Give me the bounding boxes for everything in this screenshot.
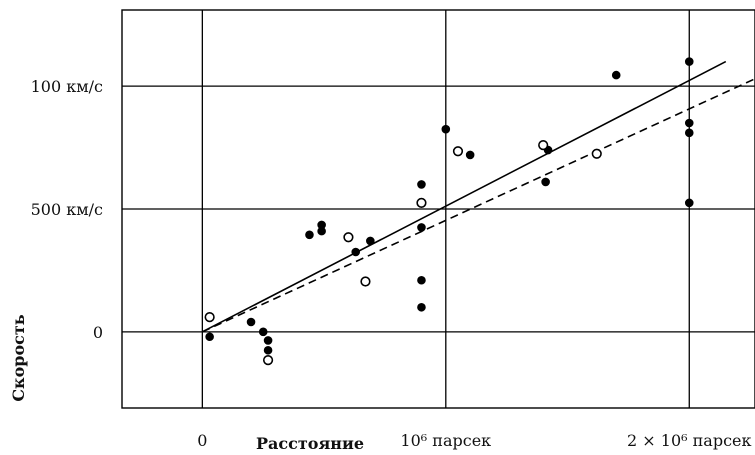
filled-data-point bbox=[417, 302, 426, 312]
filled-data-point bbox=[205, 332, 214, 342]
filled-data-point bbox=[417, 223, 426, 232]
fit-lines bbox=[201, 60, 755, 333]
open-data-point bbox=[591, 148, 602, 159]
open-data-point bbox=[262, 354, 274, 366]
filled-data-point bbox=[417, 180, 426, 189]
filled-data-point bbox=[305, 230, 314, 240]
open-data-point bbox=[452, 146, 464, 157]
filled-data-point bbox=[417, 275, 426, 285]
filled-data-point bbox=[351, 247, 361, 257]
dashed-fit-line bbox=[202, 78, 755, 333]
filled-data-point bbox=[441, 124, 451, 134]
open-data-point bbox=[343, 232, 354, 243]
filled-data-point bbox=[246, 317, 256, 327]
x-tick-label: 0 bbox=[197, 431, 207, 450]
filled-data-point bbox=[611, 70, 621, 80]
grid-lines bbox=[122, 10, 755, 408]
open-data-point bbox=[360, 276, 371, 287]
open-data-point bbox=[416, 197, 427, 208]
tick-labels: 0 10⁶ парсек 2 × 10⁶ парсек 0 500 км/с 100 км… bbox=[31, 77, 752, 450]
x-tick-label: 10⁶ парсек bbox=[400, 431, 491, 450]
filled-data-point bbox=[684, 128, 694, 138]
y-tick-label: 0 bbox=[93, 323, 103, 342]
filled-data-point bbox=[465, 150, 475, 160]
filled-data-point bbox=[684, 118, 694, 128]
data-points bbox=[204, 57, 694, 366]
open-data-point bbox=[204, 311, 215, 323]
filled-data-point bbox=[684, 57, 694, 66]
y-axis-label: Скорость bbox=[9, 314, 28, 401]
x-tick-label: 2 × 10⁶ парсек bbox=[627, 431, 752, 450]
y-tick-label: 500 км/с bbox=[31, 200, 103, 219]
filled-data-point bbox=[541, 177, 550, 187]
filled-data-point bbox=[263, 345, 273, 355]
x-axis-label: Расстояние bbox=[256, 434, 364, 453]
filled-data-point bbox=[258, 327, 268, 337]
filled-data-point bbox=[263, 336, 273, 345]
y-tick-label: 100 км/с bbox=[31, 77, 103, 96]
solid-fit-line bbox=[201, 60, 727, 333]
filled-data-point bbox=[317, 220, 326, 230]
filled-data-point bbox=[366, 236, 375, 246]
open-data-point bbox=[538, 140, 549, 151]
filled-data-point bbox=[684, 198, 694, 208]
